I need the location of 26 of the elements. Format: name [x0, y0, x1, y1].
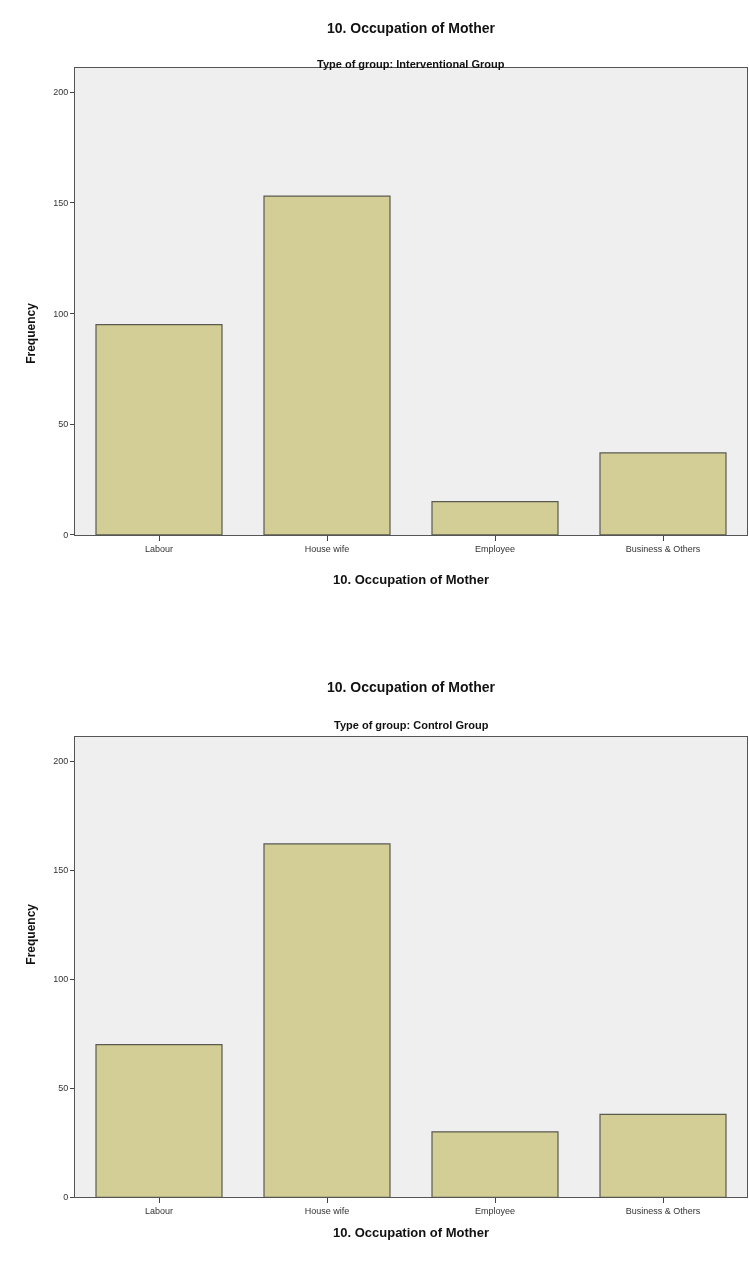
chart-subtitle: Type of group: Interventional Group: [317, 58, 505, 70]
y-tick-label: 0: [63, 530, 69, 541]
x-tick-label: Labour: [144, 1206, 174, 1217]
x-tick-label: Business & Others: [625, 543, 701, 554]
x-tick-label: Employee: [474, 543, 516, 554]
x-tick-label: Business & Others: [625, 1206, 701, 1217]
x-tick-label: Employee: [474, 1206, 516, 1217]
x-axis-title: 10. Occupation of Mother: [333, 572, 490, 587]
y-tick-label: 200: [53, 756, 69, 767]
y-tick-label: 50: [58, 1083, 69, 1094]
y-tick-label: 150: [53, 197, 69, 208]
y-tick-label: 0: [63, 1192, 69, 1203]
x-tick-label: House wife: [304, 1206, 350, 1217]
y-axis-title: Frequency: [24, 903, 39, 965]
y-tick-label: 100: [53, 308, 69, 319]
chart-title: 10. Occupation of Mother: [327, 679, 496, 695]
chart-title: 10. Occupation of Mother: [327, 20, 496, 36]
x-tick-label: Labour: [144, 543, 174, 554]
chart-subtitle: Type of group: Control Group: [334, 719, 489, 731]
y-tick-label: 200: [53, 87, 69, 98]
y-tick-label: 100: [53, 974, 69, 985]
y-axis-title: Frequency: [24, 302, 39, 364]
x-tick-label: House wife: [304, 543, 350, 554]
y-tick-label: 50: [58, 419, 69, 430]
x-axis-title: 10. Occupation of Mother: [333, 1225, 490, 1240]
y-tick-label: 150: [53, 865, 69, 876]
